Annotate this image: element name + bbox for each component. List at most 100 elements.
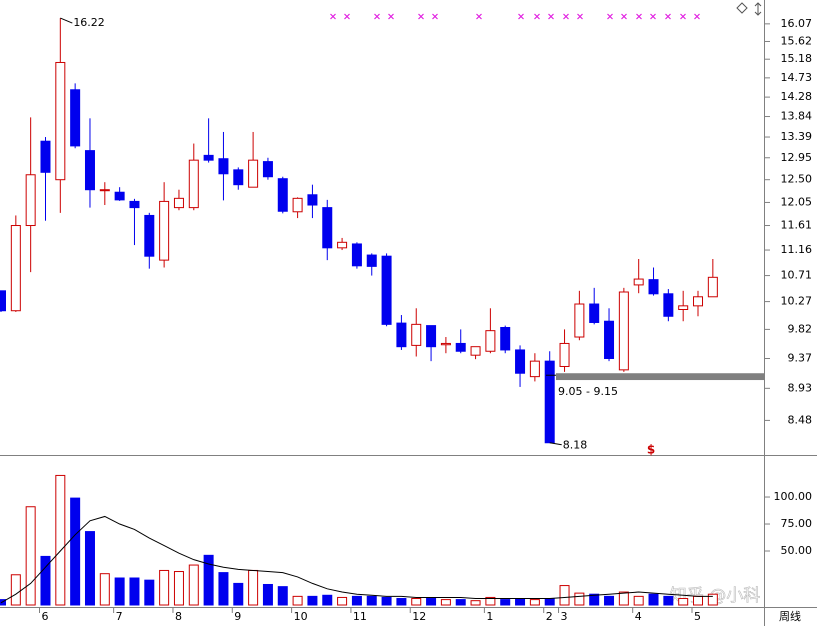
volume-bar — [604, 595, 615, 606]
volume-bar — [515, 598, 526, 606]
y-tick-label: 8.93 — [788, 381, 813, 394]
y-tick-label: 13.39 — [781, 130, 813, 143]
event-cross — [563, 13, 569, 20]
y-tick-label: 15.62 — [781, 34, 813, 47]
volume-bar — [337, 596, 348, 606]
x-tick-label: 3 — [561, 610, 568, 623]
volume-bar — [144, 579, 155, 606]
candle-body — [203, 154, 214, 161]
candle-body — [693, 296, 704, 307]
volume-ma-line — [0, 515, 713, 604]
candle-body — [322, 207, 333, 249]
x-tick-label: 2 — [546, 610, 553, 623]
event-cross — [621, 13, 627, 20]
volume-bar — [218, 572, 229, 606]
volume-bar — [173, 571, 184, 606]
volume-bar — [426, 598, 437, 606]
candle-body — [618, 291, 629, 371]
volume-bar — [574, 592, 585, 606]
candle-body — [589, 303, 600, 323]
candle-body — [559, 342, 570, 367]
volume-bar — [262, 583, 273, 606]
x-tick-label: 8 — [175, 610, 182, 623]
volume-bar — [470, 600, 481, 606]
candle-body — [40, 140, 51, 173]
x-tick-label: 4 — [635, 610, 642, 623]
volume-bar — [277, 586, 288, 606]
volume-bar — [693, 595, 704, 606]
candle-body — [470, 346, 481, 356]
candle-body — [262, 161, 273, 178]
candle-body — [55, 61, 66, 181]
candle-body — [455, 342, 466, 352]
x-tick-label: 10 — [294, 610, 308, 623]
y-tick-label: 12.50 — [781, 173, 813, 186]
candle-body — [10, 225, 21, 312]
candle-body — [114, 191, 125, 201]
volume-bar — [381, 596, 392, 606]
volume-bar — [188, 564, 199, 606]
x-tick-label: 12 — [412, 610, 426, 623]
event-cross — [548, 13, 554, 20]
volume-bar — [500, 599, 511, 606]
candle-body — [633, 278, 644, 286]
volume-bar — [648, 593, 659, 606]
y-tick-label: 14.28 — [781, 90, 813, 103]
volume-bar — [529, 599, 540, 606]
event-cross — [694, 13, 700, 20]
y-tick-label: 9.82 — [788, 322, 813, 335]
y-tick-label: 75.00 — [781, 517, 813, 530]
volume-bar — [40, 555, 51, 606]
candle-body — [173, 197, 184, 209]
high-pointer — [60, 17, 73, 24]
volume-bar — [292, 595, 303, 606]
volume-bar — [678, 598, 689, 606]
volume-bar — [84, 531, 95, 606]
candle-body — [485, 330, 496, 352]
event-cross — [577, 13, 583, 20]
candle-body — [648, 279, 659, 295]
candle-body — [159, 200, 170, 261]
candle-body — [144, 214, 155, 257]
candle-body — [500, 326, 511, 351]
y-tick-label: 12.05 — [781, 195, 813, 208]
volume-bar — [485, 596, 496, 606]
scroll-icon[interactable] — [754, 2, 762, 16]
volume-bar — [322, 594, 333, 606]
volume-bar — [10, 574, 21, 606]
candle-body — [70, 89, 81, 147]
volume-bar — [396, 598, 407, 606]
candle-body — [663, 293, 674, 317]
x-tick-label: 6 — [41, 610, 48, 623]
candle-body — [0, 290, 6, 312]
volume-bar — [233, 582, 244, 606]
candle-body — [99, 189, 110, 192]
event-cross — [518, 13, 524, 20]
event-cross — [650, 13, 656, 20]
event-cross — [330, 13, 336, 20]
volume-bar — [99, 573, 110, 606]
volume-bar — [633, 595, 644, 606]
candle-body — [277, 178, 288, 212]
candle-body — [426, 325, 437, 348]
event-cross — [636, 13, 642, 20]
candle-body — [678, 305, 689, 310]
candle-body — [25, 174, 36, 227]
y-tick-label: 14.73 — [781, 71, 813, 84]
candle-body — [233, 169, 244, 186]
volume-bar — [366, 595, 377, 606]
y-tick-label: 100.00 — [774, 490, 813, 503]
volume-bar — [351, 595, 362, 606]
volume-bar — [114, 577, 125, 606]
diamond-icon[interactable] — [736, 2, 748, 14]
candle-body — [188, 159, 199, 209]
candle-body — [440, 342, 451, 346]
candle-body — [307, 194, 318, 206]
candle-body — [337, 241, 348, 249]
volume-bar — [440, 599, 451, 606]
event-cross — [476, 13, 482, 20]
volume-bar — [55, 474, 66, 606]
y-tick-label: 10.71 — [781, 269, 813, 282]
